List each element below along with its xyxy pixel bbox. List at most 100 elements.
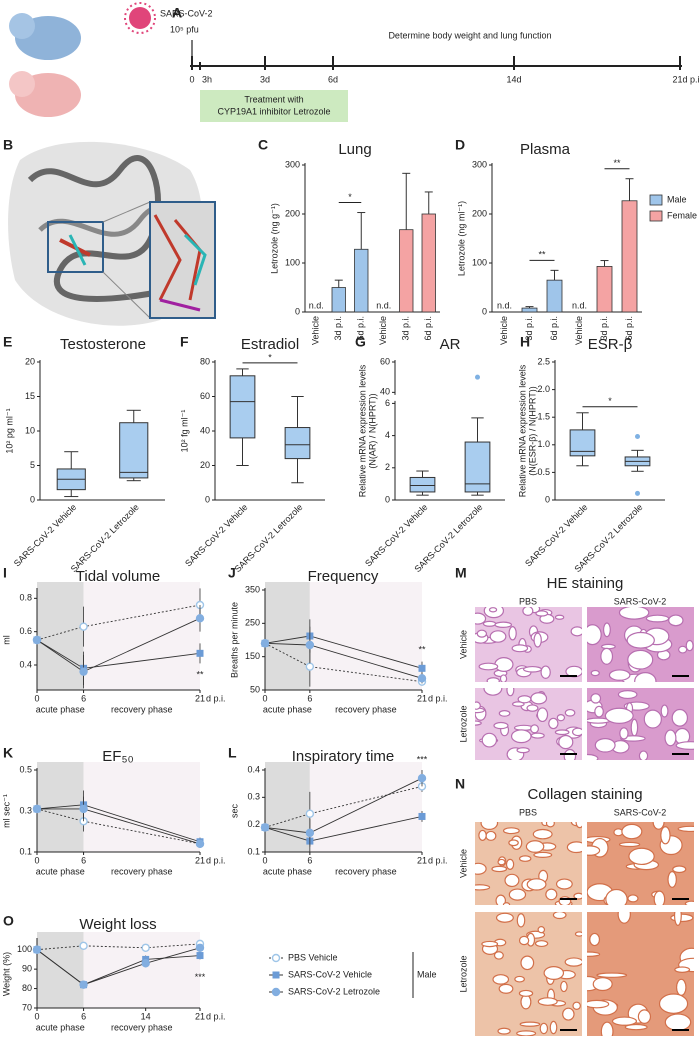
value-label: n.d.: [376, 300, 391, 310]
micrograph: [587, 822, 694, 905]
y-tick-label: 4: [385, 430, 390, 440]
alveolus: [658, 993, 689, 1014]
alveolus: [556, 714, 566, 722]
x-axis-label: d p.i.: [206, 1011, 226, 1021]
micrograph-content: [587, 822, 694, 905]
micrograph: [475, 607, 582, 682]
x-tick-label: 6: [81, 855, 86, 865]
alveolus: [566, 841, 582, 854]
alveolus: [493, 721, 509, 730]
alveolus: [476, 629, 488, 638]
legend-group: Male: [417, 969, 437, 979]
alveolus: [587, 999, 610, 1009]
x-tick-label: 21: [195, 1011, 205, 1021]
alveolus: [573, 892, 582, 900]
alveolus: [563, 748, 577, 760]
panel-label: J: [228, 565, 236, 581]
micrograph-content: [475, 607, 582, 682]
panel-label: O: [3, 913, 14, 929]
chart-title: Inspiratory time: [292, 748, 395, 765]
significance-label: ***: [417, 755, 428, 765]
alveolus: [482, 620, 497, 627]
alveolus: [480, 822, 499, 830]
alveolus: [526, 878, 547, 891]
chart-title: AR: [440, 336, 461, 353]
micrograph: [475, 912, 582, 1036]
y-tick-label: 20: [25, 356, 35, 366]
alveolus: [539, 1022, 549, 1035]
legend-label: Male: [667, 194, 687, 204]
alveolus: [564, 708, 576, 717]
alveolus: [491, 865, 508, 873]
box: [229, 375, 256, 439]
row-label: Vehicle: [458, 849, 468, 878]
column-label: SARS-CoV-2: [614, 596, 667, 606]
alveolus: [626, 631, 655, 649]
alveolus: [543, 966, 565, 980]
y-tick-label: 70: [22, 1002, 32, 1012]
treatment-text: CYP19A1 inhibitor Letrozole: [217, 106, 330, 116]
panel-label: C: [258, 137, 268, 153]
alveolus: [508, 839, 519, 847]
alveolus: [602, 622, 611, 638]
y-axis-label: ml: [1, 635, 11, 645]
panel-label: H: [520, 334, 530, 350]
marker: [260, 823, 270, 832]
alveolus: [558, 734, 574, 750]
phase-label: recovery phase: [111, 866, 173, 876]
significance-label: **: [196, 670, 204, 680]
phase-label: recovery phase: [111, 704, 173, 714]
alveolus: [478, 662, 499, 671]
column-label: SARS-CoV-2: [614, 807, 667, 817]
y-tick-label: 200: [285, 208, 300, 218]
x-tick-label: 6d p.i.: [549, 316, 559, 341]
alveolus: [510, 729, 532, 744]
marker: [260, 639, 270, 648]
alveolus: [562, 1007, 575, 1021]
series-line: [36, 943, 201, 951]
panel-label: A: [172, 5, 182, 21]
y-tick-label: 100: [17, 944, 32, 954]
micrograph-content: [587, 912, 694, 1036]
micrograph-content: [475, 822, 582, 905]
y-axis-label: 10² pg ml⁻¹: [4, 408, 14, 453]
alveolus: [516, 747, 530, 754]
y-axis-label: 10² fg ml⁻¹: [179, 410, 189, 453]
alveolus: [621, 823, 643, 840]
alveolus: [485, 830, 497, 841]
alveolus: [520, 994, 532, 1010]
alveolus: [617, 912, 631, 924]
alveolus: [590, 669, 600, 677]
x-tick-label: 0: [34, 855, 39, 865]
outlier: [475, 374, 480, 380]
alveolus: [605, 888, 628, 905]
row-label: Vehicle: [458, 630, 468, 659]
alveolus: [483, 688, 503, 696]
marker: [196, 952, 204, 960]
box: [119, 422, 149, 479]
y-tick-label: 15: [25, 391, 35, 401]
alveolus: [675, 978, 687, 996]
timeline-tick-label: 0: [189, 74, 194, 84]
x-axis-label: d p.i.: [206, 693, 226, 703]
x-tick-label: Vehicle: [311, 316, 321, 345]
phase-band: [83, 762, 200, 852]
y-axis-label: sec: [229, 804, 239, 819]
timeline-tick-label: 14d: [506, 74, 521, 84]
alveolus: [660, 826, 671, 845]
micrograph: [475, 822, 582, 905]
alveolus: [495, 894, 507, 905]
alveolus: [572, 1001, 581, 1010]
marker: [417, 774, 427, 783]
ligand: [183, 233, 207, 286]
y-axis-label: Breaths per minute: [229, 602, 239, 678]
y-tick-label: 1.5: [537, 412, 550, 422]
alveolus: [498, 983, 514, 994]
alveolus: [587, 951, 601, 957]
chart-title: ESR-β: [588, 336, 633, 353]
bar: [399, 229, 414, 313]
bar: [331, 287, 346, 313]
alveolus: [617, 690, 638, 700]
significance-label: *: [348, 192, 352, 202]
alveolus: [684, 900, 694, 905]
